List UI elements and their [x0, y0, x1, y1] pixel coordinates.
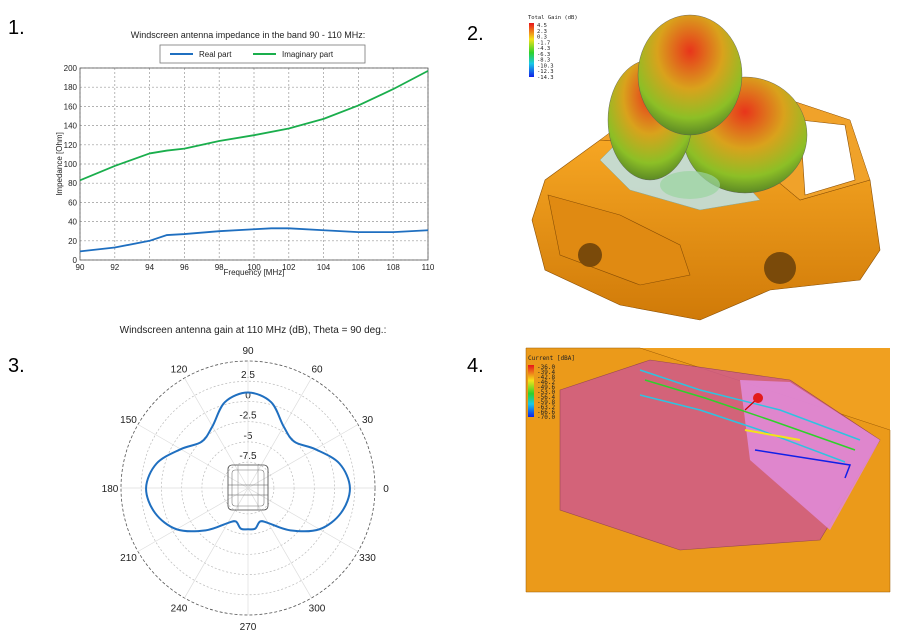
impedance-chart: Windscreen antenna impedance in the band… — [55, 30, 435, 277]
antenna-wire — [639, 369, 861, 441]
x-tick-label: 108 — [387, 263, 401, 272]
colorbar-label: -36.0 — [537, 364, 555, 371]
legend-label-real: Real part — [199, 50, 232, 59]
y-tick-label: 180 — [64, 83, 78, 92]
colorbar-label: -4.3 — [537, 46, 550, 52]
x-tick-label: 98 — [215, 263, 224, 272]
angle-tick-label: 240 — [171, 604, 188, 615]
y-tick-label: 0 — [73, 256, 78, 265]
angle-spoke — [184, 487, 249, 599]
y-tick-label: 80 — [68, 179, 77, 188]
x-tick-label: 92 — [110, 263, 119, 272]
colorbar-label: -12.3 — [537, 69, 554, 75]
angle-tick-label: 330 — [359, 553, 376, 564]
x-axis-label: Frequency [MHz] — [224, 268, 285, 277]
angle-tick-label: 270 — [240, 622, 257, 633]
colorbar — [528, 365, 534, 417]
colorbar-label: 0.3 — [537, 35, 547, 41]
colorbar-label: -46.2 — [537, 379, 555, 386]
angle-tick-label: 150 — [120, 415, 137, 426]
chart-title: Windscreen antenna gain at 110 MHz (dB),… — [120, 325, 387, 336]
y-tick-label: 100 — [64, 160, 78, 169]
angle-tick-label: 300 — [309, 604, 326, 615]
gain-lobes — [607, 14, 808, 199]
colorbar-label: -10.3 — [537, 63, 554, 69]
x-tick-label: 96 — [180, 263, 189, 272]
panel-label-2: 2. — [467, 23, 484, 45]
chart-title: Windscreen antenna impedance in the band… — [131, 30, 365, 40]
y-tick-label: 200 — [64, 64, 78, 73]
radiation-pattern-3d: Total Gain (dB) 4.52.30.3-1.7-4.3-6.3-8.… — [528, 14, 881, 321]
angle-tick-label: 210 — [120, 553, 137, 564]
y-tick-label: 140 — [64, 122, 78, 131]
angle-tick-label: 120 — [171, 364, 188, 375]
y-tick-label: 40 — [68, 218, 77, 227]
colorbar-label: -66.6 — [537, 409, 555, 416]
colorbar-label: -8.3 — [537, 58, 550, 64]
angle-spoke — [184, 377, 249, 489]
y-tick-label: 160 — [64, 102, 78, 111]
legend-label-imag: Imaginary part — [282, 50, 334, 59]
imaginary-part-line — [79, 70, 429, 182]
colorbar-label: 4.5 — [537, 23, 547, 29]
car-top-view-icon — [227, 464, 269, 511]
real-part-line — [79, 227, 429, 253]
angle-tick-label: 60 — [311, 364, 323, 375]
angle-spoke — [247, 424, 359, 489]
angle-spoke — [247, 487, 312, 599]
colorbar — [529, 23, 534, 77]
colorbar-title: Current [dBA] — [528, 355, 575, 362]
gain-polar-chart: Windscreen antenna gain at 110 MHz (dB),… — [102, 325, 390, 633]
colorbar-title: Total Gain (dB) — [528, 15, 578, 21]
x-tick-label: 106 — [352, 263, 366, 272]
colorbar-label: -49.6 — [537, 384, 555, 391]
colorbar-label: -56.4 — [537, 394, 555, 401]
x-tick-label: 100 — [247, 263, 261, 272]
colorbar-label: -70.0 — [537, 414, 555, 421]
panel-label-4: 4. — [467, 355, 484, 377]
colorbar-label: -6.3 — [537, 52, 550, 58]
plot-area — [79, 67, 429, 261]
panel-label-1: 1. — [8, 17, 25, 39]
colorbar-label: -1.7 — [537, 40, 550, 46]
colorbar-label: -42.8 — [537, 374, 555, 381]
x-tick-label: 90 — [76, 263, 85, 272]
angle-tick-label: 30 — [362, 415, 374, 426]
angle-spoke — [137, 424, 249, 489]
colorbar-label: 2.3 — [537, 29, 547, 35]
panel-label-3: 3. — [8, 355, 25, 377]
x-tick-label: 94 — [145, 263, 154, 272]
y-tick-label: 120 — [64, 141, 78, 150]
angle-spoke — [247, 377, 312, 489]
angle-tick-label: 180 — [102, 484, 119, 495]
angle-tick-label: 0 — [383, 484, 389, 495]
x-tick-label: 110 — [422, 263, 435, 272]
colorbar-label: -53.0 — [537, 389, 555, 396]
y-tick-label: 20 — [68, 237, 77, 246]
y-tick-label: 60 — [68, 198, 77, 207]
angle-tick-label: 90 — [242, 346, 254, 357]
current-distribution-3d: Current [dBA] -36.0-39.4-42.8-46.2-49.6-… — [525, 347, 891, 593]
angle-spoke — [137, 487, 249, 552]
angle-spoke — [247, 487, 359, 552]
colorbar-label: -59.8 — [537, 399, 555, 406]
colorbar-label: -63.2 — [537, 404, 555, 411]
feed-point-marker — [753, 393, 763, 403]
colorbar-label: -39.4 — [537, 369, 555, 376]
x-tick-label: 104 — [317, 263, 331, 272]
x-tick-label: 102 — [282, 263, 296, 272]
colorbar-label: -14.3 — [537, 75, 554, 81]
y-axis-label: Impedance [Ohm] — [55, 132, 64, 196]
